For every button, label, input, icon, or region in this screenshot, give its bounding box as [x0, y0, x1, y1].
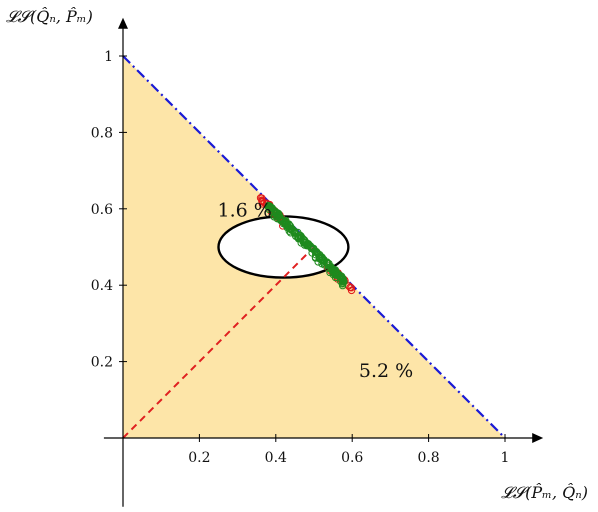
data-point — [327, 262, 335, 271]
y-tick-label: 0.4 — [91, 278, 113, 294]
data-point — [278, 216, 287, 224]
data-point — [347, 284, 355, 292]
x-axis-arrow — [532, 433, 544, 443]
data-point — [265, 203, 274, 212]
data-point — [309, 245, 318, 253]
x-axis-label: 𝓛𝓢(P̂ₘ, Q̂ₙ) — [501, 483, 588, 502]
data-point — [317, 254, 326, 262]
data-point — [285, 224, 293, 233]
annotation-1: 1.6 % — [218, 200, 272, 222]
data-point — [338, 280, 347, 288]
data-point — [323, 258, 331, 267]
data-point — [279, 220, 288, 228]
x-tick-label: 0.6 — [341, 450, 363, 466]
y-axis-label: 𝓛𝓢(Q̂ₙ, P̂ₘ) — [6, 7, 93, 26]
data-point — [285, 221, 293, 229]
y-axis-arrow — [118, 17, 128, 29]
y-tick-label: 0.8 — [91, 125, 113, 141]
data-point — [318, 256, 326, 265]
data-point — [265, 203, 273, 211]
data-point — [295, 231, 303, 239]
data-point — [331, 273, 340, 282]
data-point — [270, 213, 278, 221]
data-point — [287, 225, 295, 234]
x-tick-label: 1 — [501, 450, 510, 466]
data-point — [301, 239, 309, 247]
x-tick-label: 0.2 — [188, 450, 210, 466]
x-tick-label: 0.8 — [417, 450, 439, 466]
y-tick-label: 1 — [104, 49, 113, 65]
y-tick-label: 0.6 — [91, 202, 113, 218]
annotation-2: 5.2 % — [359, 360, 413, 382]
x-tick-label: 0.4 — [265, 450, 287, 466]
data-point — [336, 272, 345, 280]
y-tick-label: 0.2 — [91, 355, 113, 371]
data-point — [347, 286, 356, 295]
diagonal-line — [122, 246, 315, 439]
data-point — [314, 249, 322, 258]
